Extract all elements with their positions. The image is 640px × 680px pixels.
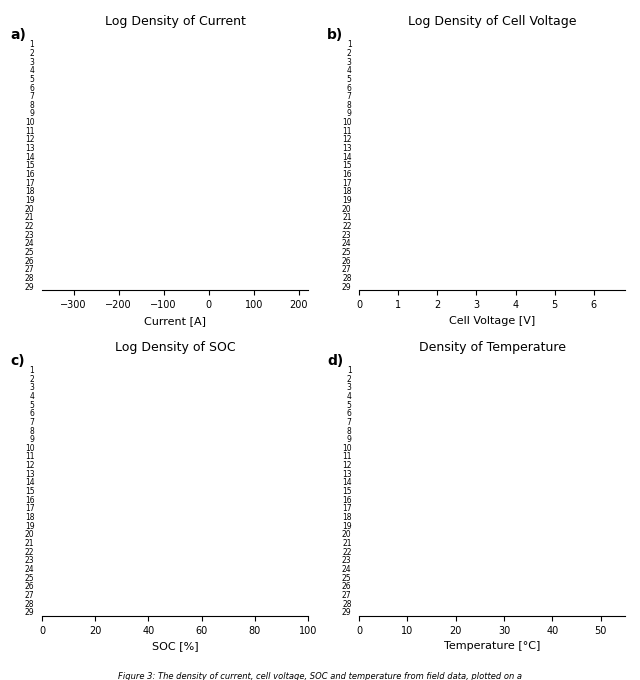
Text: d): d) xyxy=(327,354,344,368)
X-axis label: SOC [%]: SOC [%] xyxy=(152,641,198,651)
Text: a): a) xyxy=(10,28,26,42)
Title: Density of Temperature: Density of Temperature xyxy=(419,341,566,354)
Text: b): b) xyxy=(327,28,344,42)
Text: Figure 3: The density of current, cell voltage, SOC and temperature from field d: Figure 3: The density of current, cell v… xyxy=(118,672,522,680)
Text: c): c) xyxy=(10,354,25,368)
Title: Log Density of Current: Log Density of Current xyxy=(104,15,245,28)
Title: Log Density of Cell Voltage: Log Density of Cell Voltage xyxy=(408,15,577,28)
X-axis label: Temperature [°C]: Temperature [°C] xyxy=(444,641,540,651)
X-axis label: Cell Voltage [V]: Cell Voltage [V] xyxy=(449,316,535,326)
X-axis label: Current [A]: Current [A] xyxy=(144,316,206,326)
Title: Log Density of SOC: Log Density of SOC xyxy=(115,341,236,354)
